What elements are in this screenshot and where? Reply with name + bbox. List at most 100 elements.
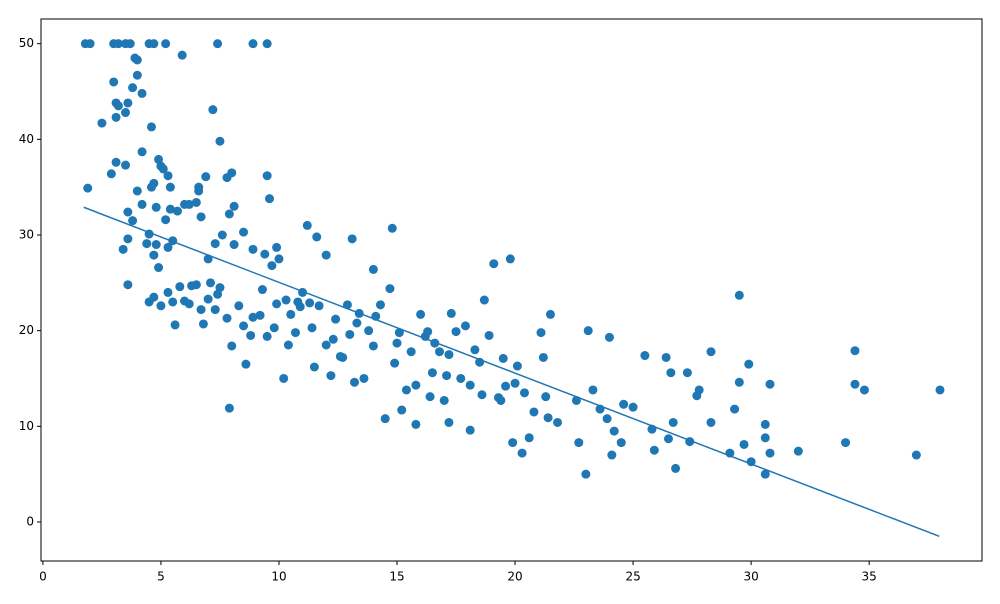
point [935, 385, 945, 395]
x-tick-label: 15 [389, 570, 404, 584]
point [314, 301, 324, 311]
point [427, 368, 437, 378]
point [121, 160, 131, 170]
point [494, 393, 504, 403]
point [158, 164, 168, 174]
point [123, 98, 133, 108]
point [215, 136, 225, 146]
y-tick-label: 0 [26, 514, 34, 528]
point [165, 204, 175, 214]
point [666, 368, 676, 378]
point [479, 295, 489, 305]
point [760, 419, 770, 429]
point [312, 232, 322, 242]
point [328, 334, 338, 344]
point [151, 240, 161, 250]
point [137, 147, 147, 157]
point [151, 202, 161, 212]
point [347, 234, 357, 244]
point [229, 201, 239, 211]
point [734, 290, 744, 300]
point [290, 328, 300, 338]
point [111, 157, 121, 167]
point [512, 361, 522, 371]
point [649, 445, 659, 455]
point [302, 220, 312, 230]
point [380, 414, 390, 424]
point [191, 197, 201, 207]
point [217, 230, 227, 240]
point [406, 347, 416, 357]
point [760, 433, 770, 443]
point [682, 368, 692, 378]
point [111, 112, 121, 122]
point [460, 321, 470, 331]
point [793, 446, 803, 456]
point [456, 373, 466, 383]
point [161, 39, 171, 49]
point [283, 340, 293, 350]
point [359, 373, 369, 383]
point [255, 310, 265, 320]
point [149, 178, 159, 188]
point [850, 379, 860, 389]
point [163, 287, 173, 297]
point [385, 284, 395, 294]
point [739, 439, 749, 449]
point [106, 169, 116, 179]
point [208, 105, 218, 115]
point [368, 264, 378, 274]
point [663, 434, 673, 444]
point [850, 346, 860, 356]
y-tick-label: 20 [19, 323, 34, 337]
point [470, 345, 480, 355]
point [321, 250, 331, 260]
point [607, 450, 617, 460]
point [196, 305, 206, 315]
point [187, 281, 197, 291]
point [180, 296, 190, 306]
point [246, 330, 256, 340]
point [401, 385, 411, 395]
point [203, 294, 213, 304]
point [326, 371, 336, 381]
point [137, 88, 147, 98]
point [149, 250, 159, 260]
point [260, 249, 270, 259]
point [257, 285, 267, 295]
point [442, 371, 452, 381]
point [149, 292, 159, 302]
point [661, 352, 671, 362]
point [125, 39, 135, 49]
point [524, 433, 534, 443]
point [628, 402, 638, 412]
point [227, 168, 237, 178]
point [97, 118, 107, 128]
point [83, 183, 93, 193]
point [213, 39, 223, 49]
point [165, 182, 175, 192]
point [706, 417, 716, 427]
point [132, 70, 142, 80]
point [331, 314, 341, 324]
point [118, 244, 128, 254]
point [123, 234, 133, 244]
point [543, 413, 553, 423]
point [206, 278, 216, 288]
point [128, 83, 138, 93]
point [269, 323, 279, 333]
point [387, 223, 397, 233]
point [241, 359, 251, 369]
point [465, 380, 475, 390]
point [465, 425, 475, 435]
point [121, 108, 131, 118]
point [224, 403, 234, 413]
point [602, 414, 612, 424]
point [451, 327, 461, 337]
point [616, 438, 626, 448]
point [694, 385, 704, 395]
point [175, 282, 185, 292]
y-tick-label: 30 [19, 227, 34, 241]
point [307, 323, 317, 333]
point [229, 240, 239, 250]
